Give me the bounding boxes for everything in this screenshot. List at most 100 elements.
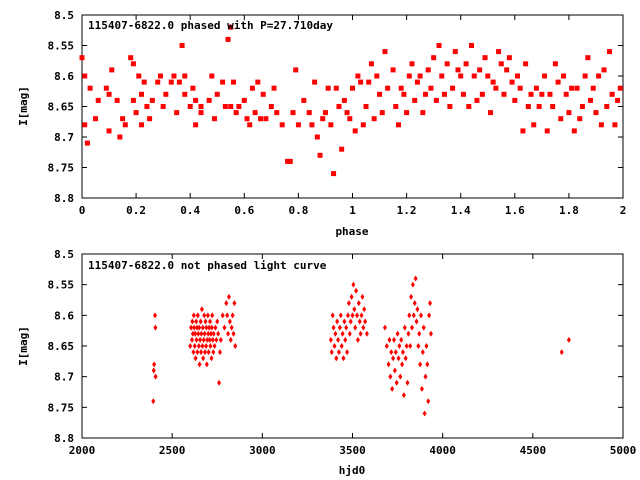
- data-point: [407, 312, 412, 319]
- data-point: [346, 300, 351, 307]
- data-point: [139, 91, 145, 97]
- data-point: [444, 61, 450, 67]
- data-point: [226, 330, 231, 337]
- data-point: [515, 73, 521, 79]
- data-point: [191, 349, 196, 356]
- data-point: [200, 343, 205, 349]
- data-point: [341, 355, 346, 362]
- data-point: [604, 104, 610, 109]
- data-point: [357, 318, 362, 325]
- data-point: [533, 85, 539, 91]
- plot-title: 115407-6822.0 not phased light curve: [88, 259, 327, 272]
- unphased-light-curve-panel: 2000 2500 3000 3500 4000 4500 5000 8.5 8.55 8.6 8.…: [17, 248, 636, 477]
- data-point: [339, 146, 345, 152]
- tick-marks: [81, 253, 624, 439]
- x-tick-label: 1.4: [451, 204, 471, 217]
- data-point: [413, 275, 418, 282]
- x-tick-label: 2: [620, 204, 627, 217]
- data-point: [226, 293, 231, 300]
- data-point: [588, 97, 594, 103]
- data-point: [360, 122, 366, 128]
- data-point: [171, 73, 177, 79]
- data-point: [340, 330, 345, 337]
- data-point: [364, 330, 369, 337]
- data-point: [202, 349, 207, 356]
- data-point: [190, 85, 196, 91]
- plot-title: 115407-6822.0 phased with P=27.710day: [88, 19, 333, 32]
- data-point: [362, 306, 367, 313]
- data-point: [466, 104, 472, 109]
- data-point: [82, 73, 88, 79]
- data-point: [344, 324, 349, 331]
- data-point: [405, 379, 410, 386]
- data-point: [236, 104, 242, 109]
- data-point: [422, 410, 427, 417]
- data-point: [268, 104, 274, 109]
- data-point: [433, 97, 439, 103]
- data-point: [220, 79, 226, 85]
- data-point: [366, 79, 372, 85]
- data-point: [157, 73, 163, 79]
- data-point: [395, 330, 400, 337]
- data-point: [355, 73, 361, 79]
- data-point: [329, 349, 334, 356]
- y-tick-label: 8.65: [48, 340, 75, 353]
- x-tick-label: 0: [79, 204, 86, 217]
- data-point: [400, 361, 405, 368]
- data-point: [566, 336, 571, 343]
- data-point: [230, 312, 235, 319]
- x-tick-label: 1.8: [559, 204, 579, 217]
- data-point: [612, 122, 618, 128]
- data-point: [420, 349, 425, 356]
- data-point: [144, 104, 150, 109]
- data-point: [361, 324, 366, 331]
- data-point: [331, 171, 337, 177]
- data-point: [355, 336, 360, 343]
- data-point: [217, 379, 222, 386]
- data-point: [396, 355, 401, 362]
- data-point: [214, 336, 219, 343]
- data-point: [391, 336, 396, 343]
- data-point: [401, 91, 407, 97]
- data-point: [428, 300, 433, 307]
- data-point: [377, 91, 383, 97]
- data-point: [547, 91, 553, 97]
- data-point: [441, 91, 447, 97]
- data-point: [417, 73, 423, 79]
- data-point: [384, 343, 389, 349]
- y-tick-label: 8.5: [54, 248, 74, 261]
- data-point: [417, 330, 422, 337]
- data-point: [423, 91, 429, 97]
- data-point: [352, 306, 357, 313]
- data-point: [188, 343, 193, 349]
- data-point: [203, 318, 208, 325]
- data-point: [463, 61, 469, 67]
- data-point: [233, 110, 239, 116]
- data-point: [474, 97, 480, 103]
- data-point: [469, 43, 475, 48]
- data-point: [345, 312, 350, 319]
- data-point: [231, 330, 236, 337]
- data-point: [394, 379, 399, 386]
- data-point: [195, 349, 200, 356]
- data-point: [293, 67, 299, 73]
- data-point: [386, 361, 391, 368]
- data-points: [151, 275, 571, 417]
- data-point: [501, 91, 507, 97]
- data-point: [409, 61, 415, 67]
- data-point: [425, 67, 431, 73]
- data-point: [130, 61, 136, 67]
- data-point: [117, 134, 123, 140]
- data-point: [285, 158, 291, 164]
- data-point: [436, 43, 442, 48]
- data-point: [525, 104, 531, 109]
- data-point: [103, 85, 109, 91]
- data-point: [312, 79, 318, 85]
- data-point: [247, 122, 253, 128]
- data-point: [450, 85, 456, 91]
- data-point: [563, 91, 569, 97]
- data-point: [406, 330, 411, 337]
- data-point: [387, 336, 392, 343]
- y-tick-label: 8.75: [48, 162, 75, 175]
- data-point: [419, 312, 424, 319]
